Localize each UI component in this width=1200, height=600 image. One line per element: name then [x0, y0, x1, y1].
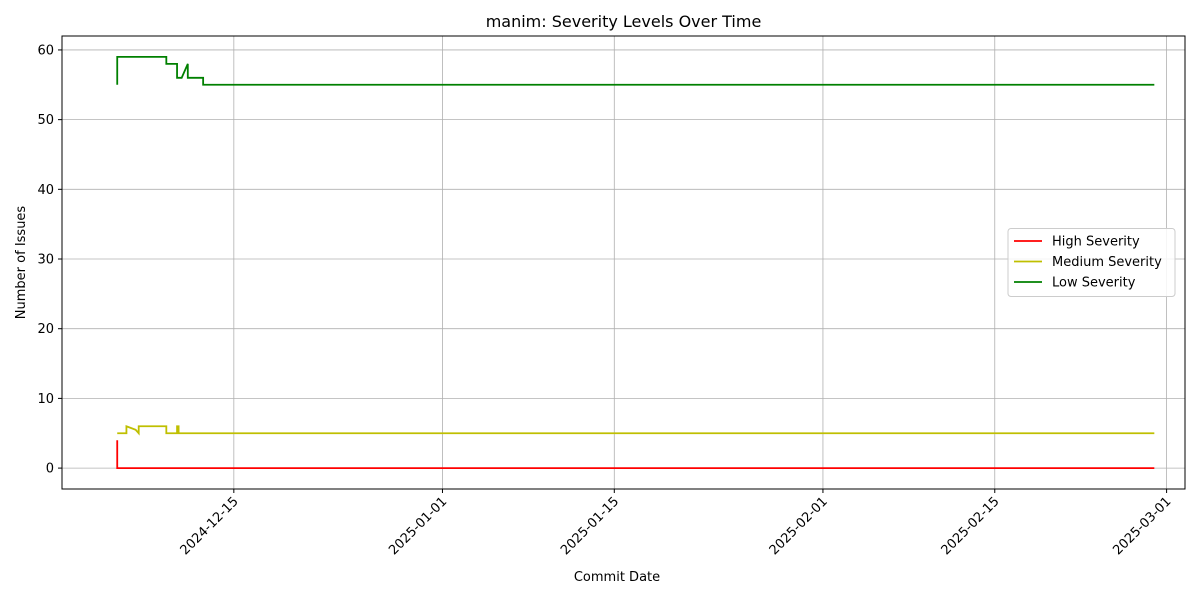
series-line-0 [116, 440, 1155, 469]
chart-title: manim: Severity Levels Over Time [486, 12, 762, 31]
y-tick-label: 60 [37, 43, 54, 58]
series-line-2 [116, 56, 1155, 86]
y-tick-label: 50 [37, 113, 54, 128]
legend-label-1: Medium Severity [1052, 255, 1162, 270]
legend-label-2: Low Severity [1052, 276, 1136, 291]
y-tick-label: 0 [46, 462, 54, 477]
y-axis-title: Number of Issues [14, 206, 29, 320]
plot-frame [61, 35, 1186, 490]
y-tick-label: 10 [37, 392, 54, 407]
legend: High Severity Medium Severity Low Severity [1007, 228, 1176, 297]
legend-box [1007, 228, 1176, 297]
legend-label-0: High Severity [1052, 235, 1140, 250]
y-tick-label: 30 [37, 253, 54, 268]
series-line-1 [117, 424, 1155, 436]
x-axis-title: Commit Date [574, 570, 660, 585]
series-lines [116, 56, 1155, 469]
grid [62, 36, 1185, 489]
y-tick-label: 20 [37, 322, 54, 337]
y-tick-label: 40 [37, 183, 54, 198]
